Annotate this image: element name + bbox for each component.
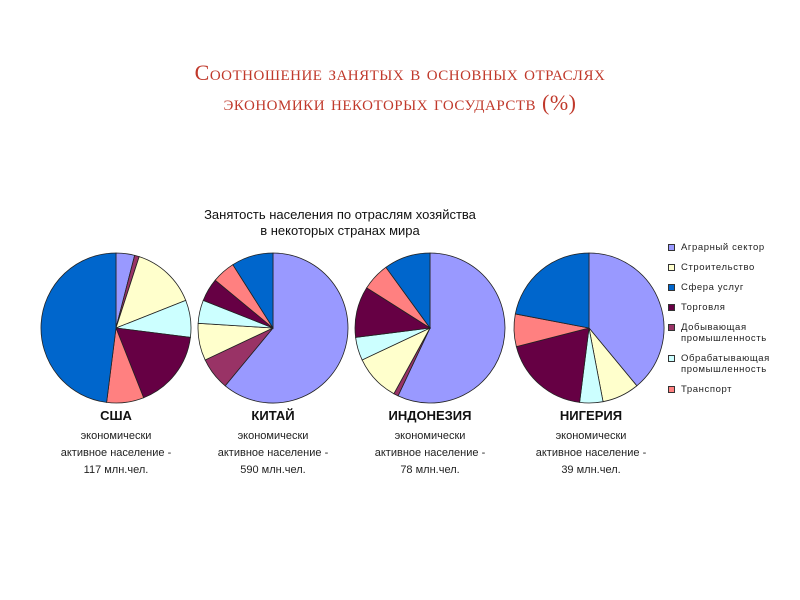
legend-swatch-trade [668, 304, 675, 311]
desc-line: активное население - [535, 447, 647, 459]
legend-swatch-agrarian [668, 244, 675, 251]
legend-label: Аграрный сектор [681, 242, 765, 253]
pie-slice-0-construction [115, 256, 187, 329]
desc-line: экономически [237, 430, 309, 442]
legend-label: Сфера услуг [681, 282, 744, 293]
legend-label: Добывающая промышленность [681, 322, 767, 344]
pie-slice-2-agrarian [397, 252, 506, 404]
country-label-china: КИТАЙ [251, 408, 295, 423]
country-label-nigeria: НИГЕРИЯ [559, 408, 623, 423]
chart-title-line1: Занятость населения по отраслям хозяйств… [204, 207, 476, 222]
country-desc-indonesia: экономически активное население - 78 млн… [350, 428, 510, 479]
legend-swatch-construction [668, 264, 675, 271]
legend-swatch-transport [668, 386, 675, 393]
desc-line: экономически [80, 430, 152, 442]
pie-slice-1-services [232, 252, 274, 330]
legend-swatch-mining [668, 324, 675, 331]
country-desc-nigeria: экономически активное население - 39 млн… [511, 428, 671, 479]
country-label-indonesia: ИНДОНЕЗИЯ [388, 408, 472, 423]
chart-legend: Аграрный сектор Строительство Сфера услу… [668, 242, 798, 404]
desc-line: экономически [394, 430, 466, 442]
pie-slice-2-services [385, 252, 431, 330]
legend-label: Строительство [681, 262, 755, 273]
slide-title-line2: экономики некоторых государств (%) [223, 90, 577, 115]
country-desc-china: экономически активное население - 590 мл… [193, 428, 353, 479]
desc-line: 39 млн.чел. [561, 464, 621, 476]
slide-title: Соотношение занятых в основных отраслях … [0, 58, 800, 118]
legend-item-agrarian: Аграрный сектор [668, 242, 798, 253]
pie-slice-3-agrarian [588, 252, 665, 387]
country-label-usa: США [100, 408, 132, 423]
country-desc-usa: экономически активное население - 117 мл… [36, 428, 196, 479]
legend-item-manufacturing: Обрабатывающая промышленность [668, 353, 798, 375]
pie-slice-3-services [514, 252, 590, 329]
legend-item-mining: Добывающая промышленность [668, 322, 798, 344]
desc-line: экономически [555, 430, 627, 442]
desc-line: активное население - [60, 447, 172, 459]
pie-slice-1-agrarian [224, 252, 349, 404]
legend-item-construction: Строительство [668, 262, 798, 273]
legend-label: Торговля [681, 302, 726, 313]
legend-label: Обрабатывающая промышленность [681, 353, 770, 375]
legend-label: Транспорт [681, 384, 733, 395]
legend-swatch-services [668, 284, 675, 291]
desc-line: активное население - [374, 447, 486, 459]
chart-title: Занятость населения по отраслям хозяйств… [180, 207, 500, 239]
pie-slice-3-trade [515, 327, 590, 403]
desc-line: активное население - [217, 447, 329, 459]
legend-item-services: Сфера услуг [668, 282, 798, 293]
desc-line: 78 млн.чел. [400, 464, 460, 476]
pie-slice-0-services [40, 252, 117, 403]
legend-swatch-manufacturing [668, 355, 675, 362]
desc-line: 117 млн.чел. [83, 464, 149, 476]
legend-item-trade: Торговля [668, 302, 798, 313]
chart-title-line2: в некоторых странах мира [260, 223, 420, 238]
legend-item-transport: Транспорт [668, 384, 798, 395]
desc-line: 590 млн.чел. [240, 464, 306, 476]
slide-title-line1: Соотношение занятых в основных отраслях [194, 60, 606, 85]
pie-slice-0-trade [115, 327, 191, 399]
